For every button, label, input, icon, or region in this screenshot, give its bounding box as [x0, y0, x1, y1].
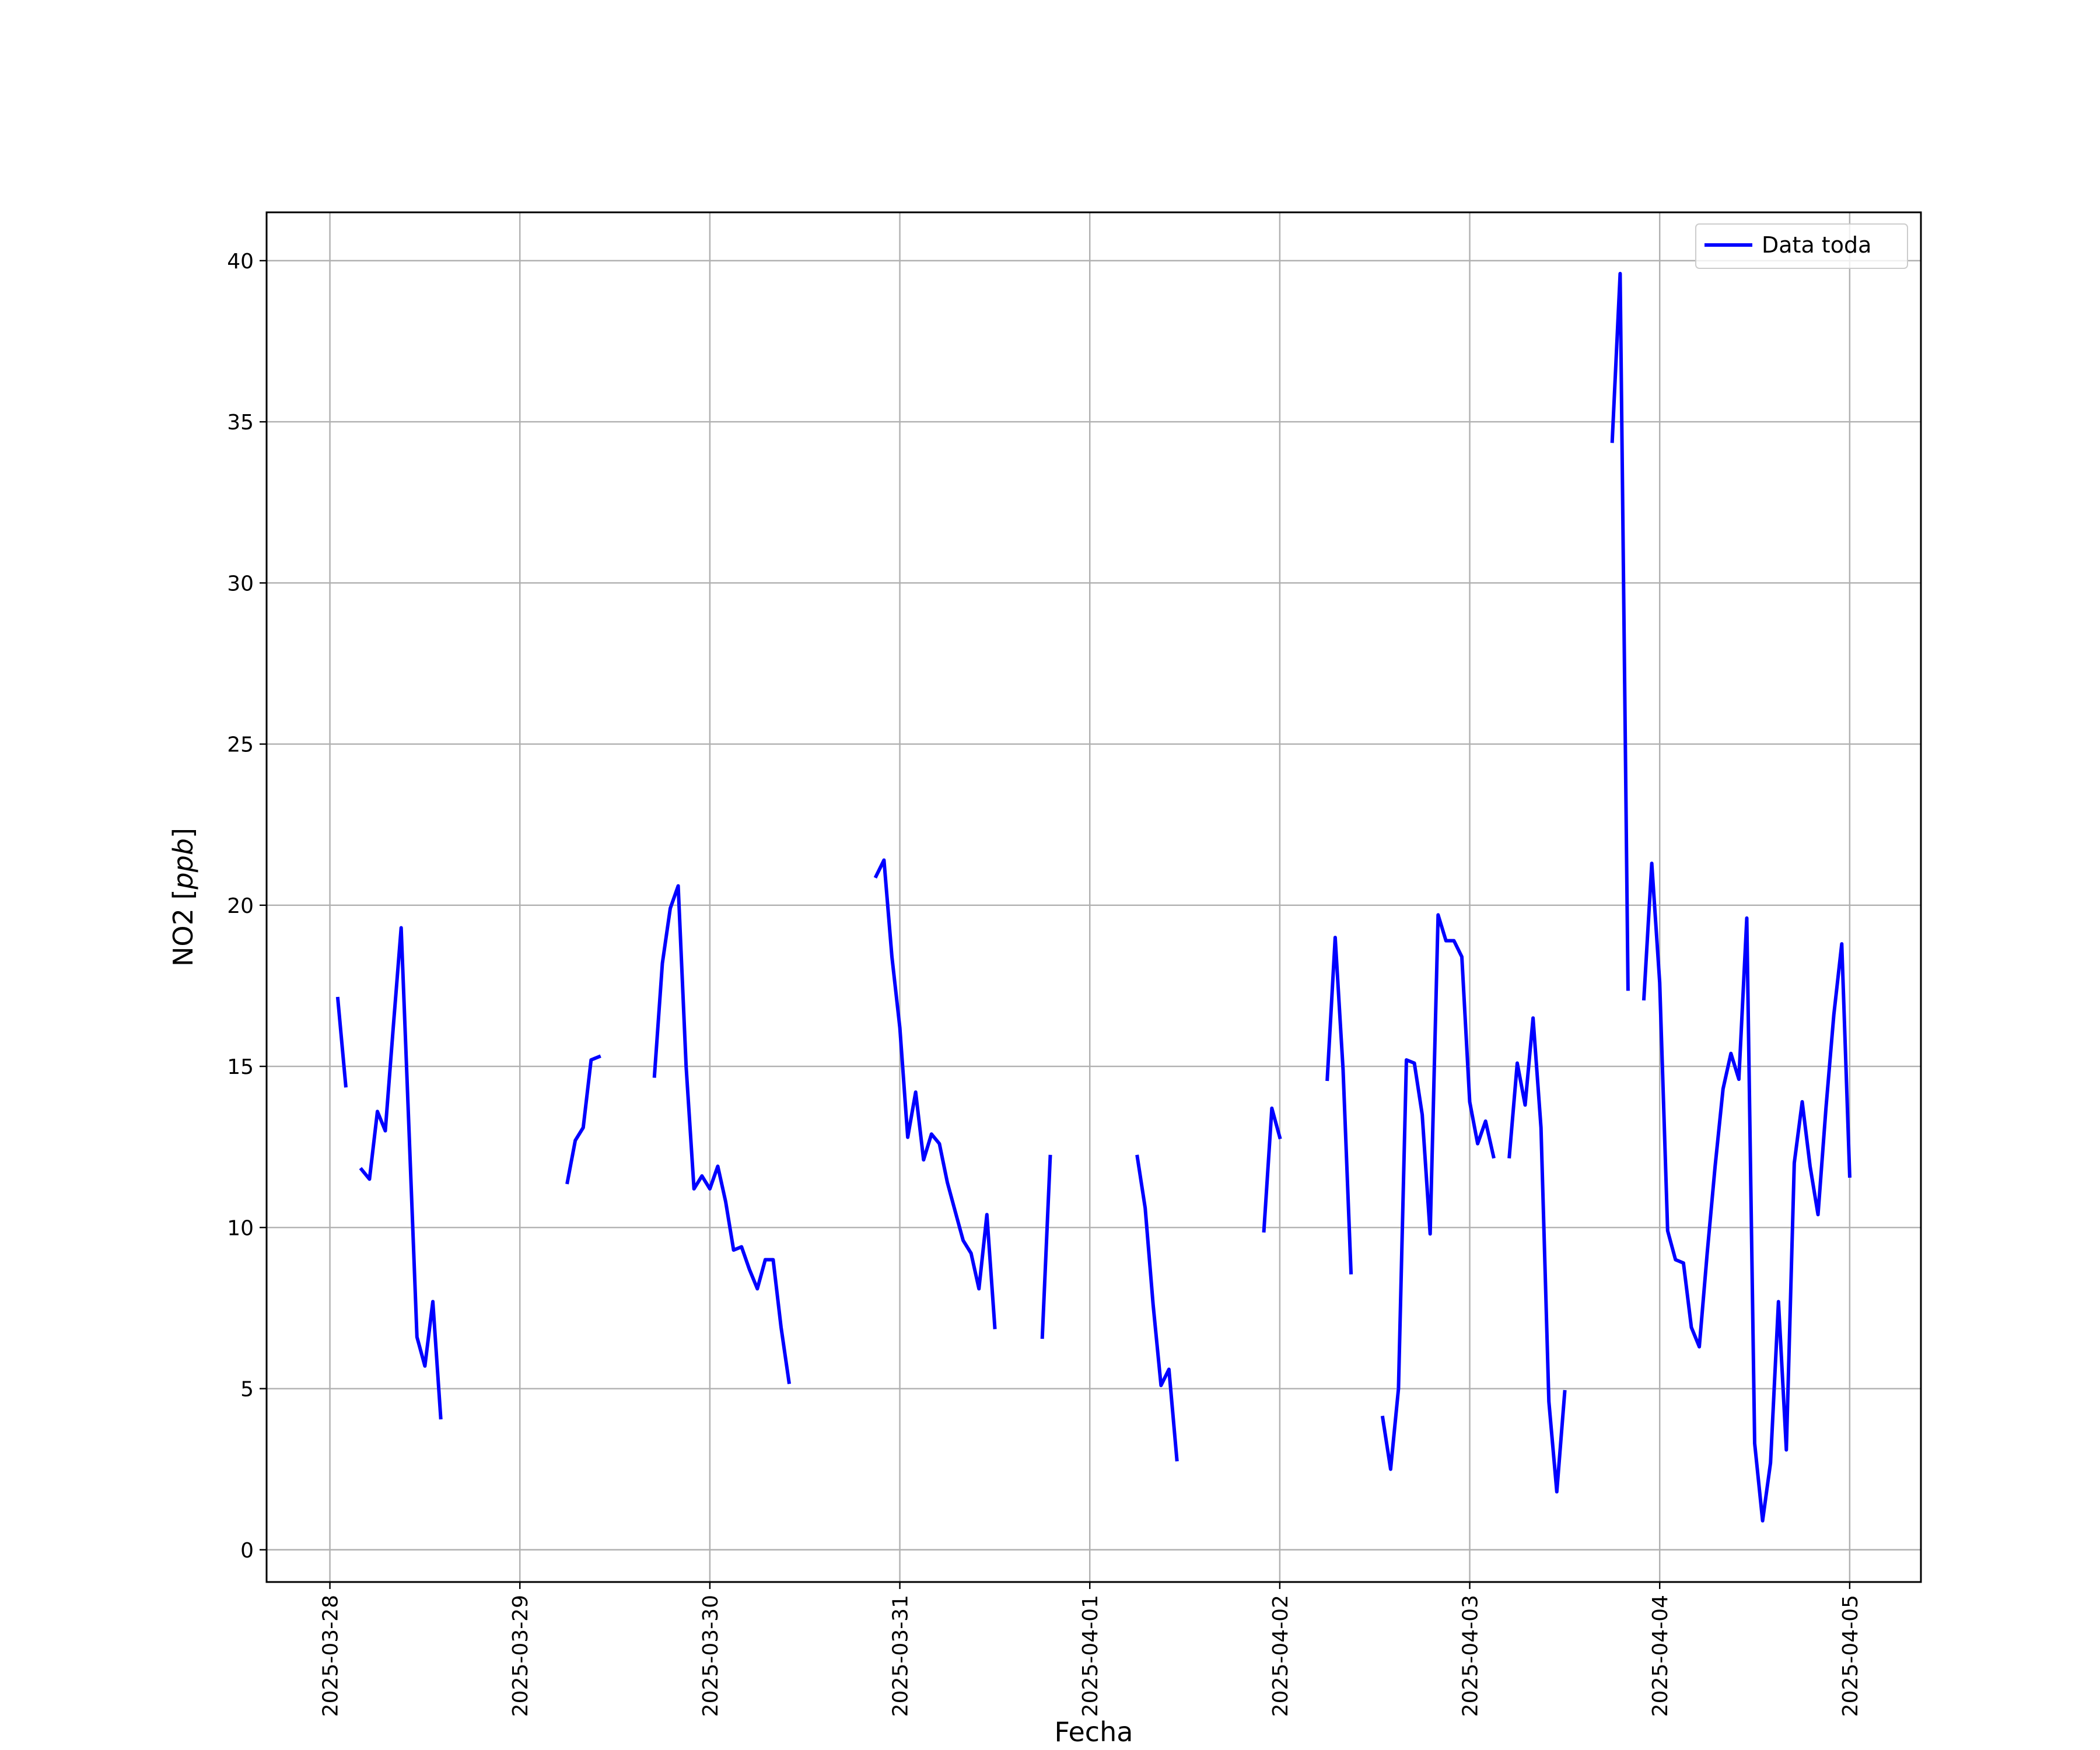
series-line-segment	[1262, 1106, 1282, 1233]
series-line-segment	[359, 926, 443, 1420]
series-line-segment	[1610, 272, 1630, 991]
x-tick-label: 2025-03-28	[319, 1595, 343, 1717]
x-tick-label: 2025-04-02	[1269, 1595, 1293, 1717]
y-tick-label: 5	[240, 1378, 254, 1402]
series-line-segment	[1135, 1154, 1179, 1462]
x-tick-label: 2025-03-30	[699, 1595, 723, 1717]
grid-lines	[267, 212, 1921, 1582]
x-tick-label: 2025-04-01	[1079, 1595, 1102, 1717]
x-tick-label: 2025-03-29	[509, 1595, 533, 1717]
x-axis-ticks: 2025-03-28 2025-03-29 2025-03-30 2025-03-31…	[319, 1582, 1863, 1717]
x-tick-label: 2025-03-31	[889, 1595, 913, 1717]
series-line-segment	[335, 996, 348, 1088]
y-axis-label-suffix: ]	[167, 828, 199, 838]
legend-box	[1695, 223, 1908, 269]
y-tick-label: 0	[240, 1539, 254, 1563]
y-tick-label: 30	[227, 572, 254, 596]
series-line-segment	[873, 858, 997, 1329]
series-line-segment	[1507, 1016, 1567, 1494]
y-axis-ticks: 0 5 10 15 20 25 30 35 40	[227, 250, 267, 1563]
series-line-segment	[1325, 936, 1353, 1275]
y-axis-label-prefix: NO2 [	[167, 890, 199, 967]
y-tick-label: 25	[227, 733, 254, 757]
series-line-segment	[1380, 913, 1496, 1471]
y-axis-label: NO2 [ppb]	[167, 828, 199, 967]
x-axis-label: Fecha	[1055, 1716, 1133, 1748]
plot-frame	[265, 211, 1922, 1583]
y-tick-label: 35	[227, 411, 254, 435]
series-line-segment	[1642, 862, 1852, 1522]
legend: Data toda	[1695, 223, 1908, 269]
x-tick-label: 2025-04-03	[1459, 1595, 1483, 1717]
y-tick-label: 20	[227, 894, 254, 918]
legend-label-data-toda: Data toda	[1762, 232, 1871, 258]
y-tick-label: 40	[227, 250, 254, 274]
y-tick-label: 15	[227, 1055, 254, 1079]
series-line-segment	[652, 884, 791, 1384]
y-tick-label: 10	[227, 1216, 254, 1240]
y-axis-label-unit: ppb	[167, 838, 199, 890]
series-line-segment	[1040, 1154, 1052, 1339]
series-lines	[335, 272, 1852, 1522]
x-tick-label: 2025-04-04	[1648, 1595, 1672, 1717]
series-line-segment	[565, 1054, 601, 1185]
x-tick-label: 2025-04-05	[1839, 1595, 1863, 1717]
